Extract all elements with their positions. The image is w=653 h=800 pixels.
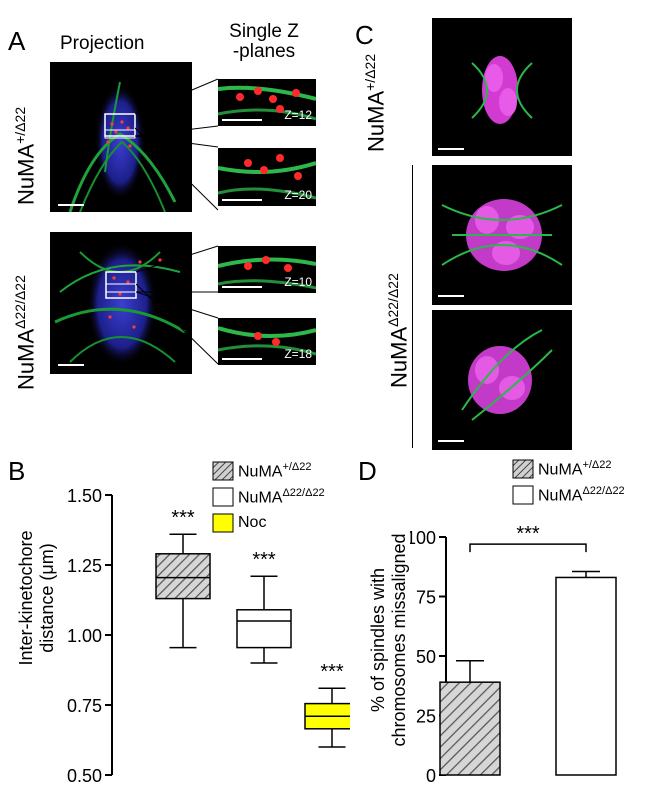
ylabel-line1: Inter-kinetochore [16,530,36,666]
spindle-image-c2 [432,165,572,305]
genotype-base: NuMA [13,143,39,205]
legend-label: NuMAΔ22/Δ22 [538,485,625,505]
spindle-image-c3 [432,310,572,450]
legend-label-sup: +/Δ22 [582,458,612,471]
box [155,553,211,600]
y-tick-label: 75 [416,588,436,608]
box-plot-b: 0.50 0.75 1.00 1.25 1.50 *** *** *** [67,486,350,786]
bar [555,576,617,776]
projection-image-bottom [50,232,192,374]
legend-label-base: NuMA [538,461,583,479]
zplane-inset-1: Z=12 [218,79,316,126]
significance-stars: *** [252,549,276,571]
legend-item: NuMAΔ22/Δ22 [212,484,325,510]
projection-image-top [50,62,192,212]
box [236,609,292,649]
y-tick-label: 25 [416,707,436,727]
single-z-header-line1: Single Z [229,21,299,42]
genotype-sup: +/Δ22 [12,106,28,144]
panel-b-legend: NuMA+/Δ22 NuMAΔ22/Δ22 Noc [212,458,325,536]
genotype-bracket-line [412,165,413,448]
y-tick-label: 50 [416,647,436,667]
y-tick-label: 1.25 [67,556,102,576]
legend-label: NuMA+/Δ22 [238,461,312,481]
legend-swatch-white [512,485,534,505]
z-label: Z=20 [284,188,312,202]
zplane-inset-2: Z=20 [218,148,316,206]
panel-b-ylabel: Inter-kinetochore distance (μm) [16,458,58,738]
single-z-header-line2: -planes [232,41,296,62]
significance-stars: *** [516,523,540,545]
legend-swatch-yellow [212,513,234,533]
significance-stars: *** [171,507,195,529]
z-label: Z=12 [284,108,312,122]
bar-chart-d: 0 25 50 75 100 *** [410,523,617,786]
z-label: Z=18 [284,347,312,361]
bar [439,681,501,776]
zplane-inset-3: Z=10 [218,246,316,293]
legend-label-base: NuMA [538,487,583,505]
legend-swatch-hatched [512,459,534,479]
y-tick-label: 1.00 [67,626,102,646]
ylabel-line2: distance (μm) [37,543,57,653]
z-label: Z=10 [284,275,312,289]
projection-header: Projection [60,33,145,54]
zoom-connectors-bottom [136,245,219,365]
legend-item: Noc [212,510,325,536]
y-tick-label: 1.50 [67,486,102,506]
significance-stars: *** [320,661,344,683]
genotype-base: NuMA [363,90,389,152]
legend-swatch-white [212,487,234,507]
panel-c-genotype-bottom: NuMAΔ22/Δ22 [385,273,412,388]
genotype-sup: Δ22/Δ22 [385,273,401,327]
genotype-base: NuMA [386,326,412,388]
legend-label-base: NuMA [238,489,283,507]
ylabel-line1: % of spindles with [368,567,388,713]
panel-d-label: D [358,456,377,486]
legend-label-sup: Δ22/Δ22 [582,484,625,497]
panel-c-label: C [355,20,374,50]
ylabel-line2: chromosomes missaligned [389,533,409,747]
legend-label-sup: Δ22/Δ22 [282,486,325,499]
legend-label-sup: +/Δ22 [282,460,312,473]
legend-item: NuMA+/Δ22 [512,456,625,482]
genotype-sup: Δ22/Δ22 [12,275,28,329]
zoom-connectors-top [135,78,219,211]
panel-d-legend: NuMA+/Δ22 NuMAΔ22/Δ22 [512,456,625,508]
y-tick-label: 100 [410,528,436,548]
legend-label-base: NuMA [238,463,283,481]
genotype-base: NuMA [13,328,39,390]
y-tick-label: 0.75 [67,696,102,716]
panel-b-label: B [8,456,26,486]
legend-item: NuMAΔ22/Δ22 [512,482,625,508]
legend-label: NuMA+/Δ22 [538,459,612,479]
spindle-image-c1 [432,18,572,156]
legend-item: NuMA+/Δ22 [212,458,325,484]
legend-label: Noc [238,514,267,531]
y-tick-label: 0.50 [67,766,102,786]
panel-a-genotype-top: NuMA+/Δ22 [12,107,39,205]
legend-label: NuMAΔ22/Δ22 [238,487,325,507]
significance-bracket [469,543,587,553]
genotype-sup: +/Δ22 [362,53,378,91]
legend-swatch-hatched [212,461,234,481]
panel-d-ylabel: % of spindles with chromosomes missalign… [368,490,410,790]
zplane-inset-4: Z=18 [218,318,316,365]
panel-a-genotype-bottom: NuMAΔ22/Δ22 [12,275,39,390]
y-tick-label: 0 [426,766,436,786]
single-z-header: Single Z -planes [214,22,314,62]
panel-a-label: A [8,26,26,56]
panel-c-genotype-top: NuMA+/Δ22 [362,54,389,152]
